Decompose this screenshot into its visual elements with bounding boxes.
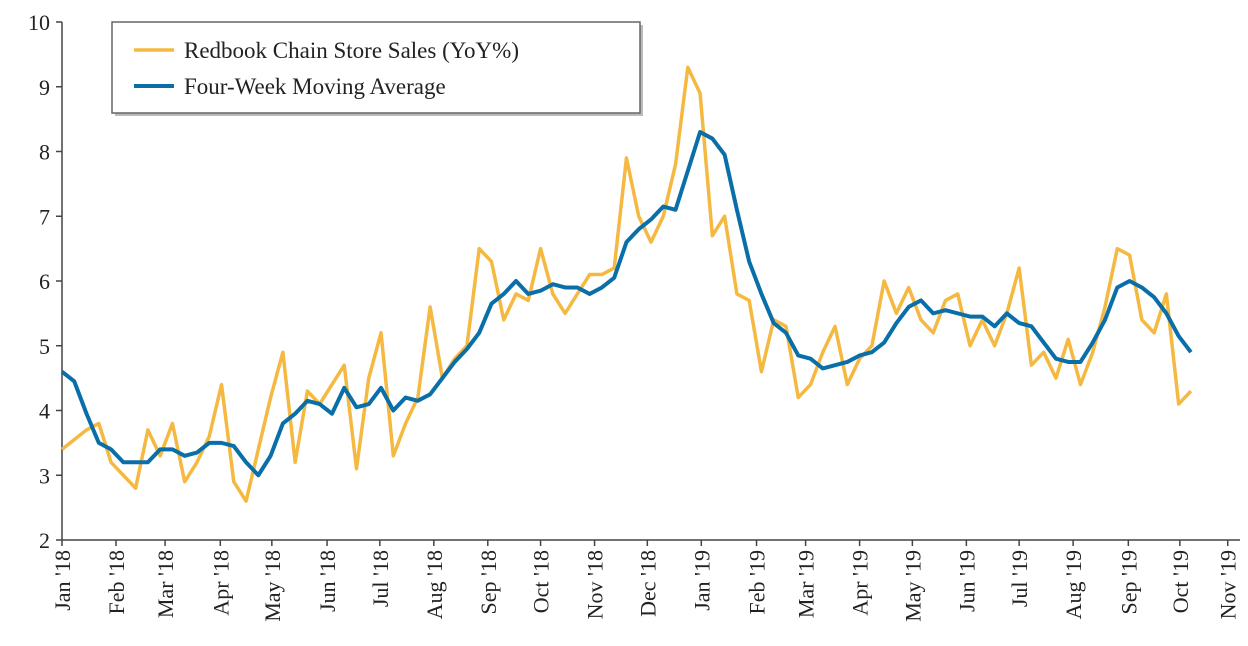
- series-line: [60, 65, 1193, 503]
- x-tick-label: Feb '18: [104, 550, 129, 614]
- series-line: [60, 130, 1193, 478]
- x-tick-label: Oct '19: [1168, 550, 1193, 613]
- x-tick-label: Apr '19: [848, 550, 873, 616]
- y-tick-label: 2: [39, 528, 50, 553]
- legend-box: [111, 21, 641, 114]
- y-tick-label: 10: [28, 10, 50, 35]
- x-tick-label: Jun '19: [954, 550, 979, 612]
- x-tick-label: Nov '19: [1216, 550, 1241, 619]
- x-tick-label: Jul '19: [1007, 550, 1032, 607]
- x-tick-label: Jan '18: [50, 550, 75, 611]
- x-tick-label: Nov '18: [583, 550, 608, 619]
- y-tick-label: 7: [39, 204, 50, 229]
- x-tick-label: Oct '18: [529, 550, 554, 613]
- x-tick-label: May '18: [260, 550, 285, 622]
- y-tick-label: 4: [39, 399, 50, 424]
- x-tick-label: Jul '18: [368, 550, 393, 607]
- x-tick-label: Jan '19: [689, 550, 714, 611]
- x-tick-label: Jun '18: [315, 550, 340, 612]
- x-tick-label: Apr '18: [208, 550, 233, 616]
- x-tick-label: Sep '18: [476, 550, 501, 614]
- y-tick-label: 9: [39, 75, 50, 100]
- legend-label: Redbook Chain Store Sales (YoY%): [184, 38, 519, 63]
- y-tick-label: 3: [39, 463, 50, 488]
- y-tick-label: 5: [39, 334, 50, 359]
- y-tick-label: 6: [39, 269, 50, 294]
- x-tick-label: Mar '19: [794, 550, 819, 618]
- y-tick-label: 8: [39, 140, 50, 165]
- x-tick-label: Feb '19: [745, 550, 770, 614]
- x-tick-label: Sep '19: [1116, 550, 1141, 614]
- legend-label: Four-Week Moving Average: [184, 74, 446, 99]
- x-tick-label: May '19: [900, 550, 925, 622]
- x-tick-label: Mar '18: [153, 550, 178, 618]
- x-tick-label: Dec '18: [635, 550, 660, 617]
- x-tick-label: Aug '18: [422, 550, 447, 619]
- x-tick-label: Aug '19: [1061, 550, 1086, 619]
